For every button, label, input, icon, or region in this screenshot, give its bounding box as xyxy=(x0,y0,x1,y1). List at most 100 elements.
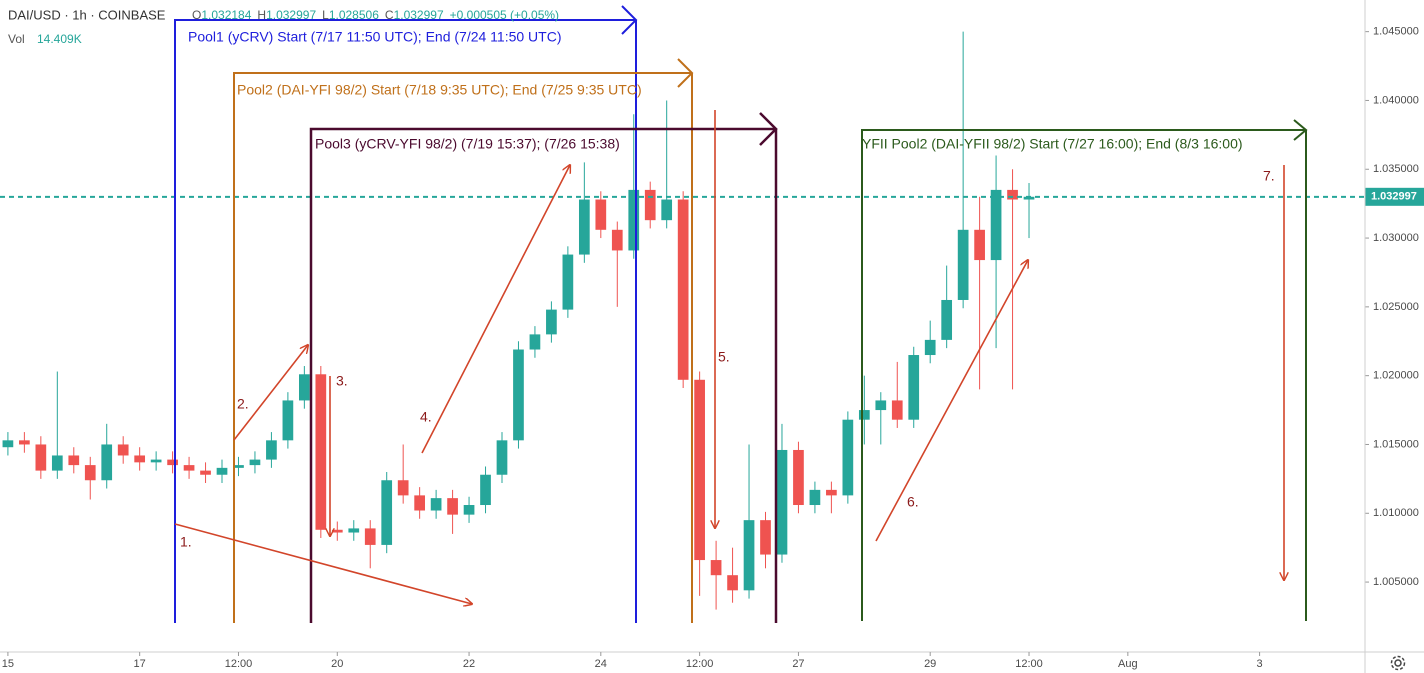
candle-body xyxy=(200,470,211,475)
candle-body xyxy=(661,199,673,221)
candle-body xyxy=(941,299,953,340)
y-tick-label: 1.015000 xyxy=(1373,438,1419,450)
candle-body xyxy=(348,528,360,533)
candle-body xyxy=(183,465,195,471)
marker-label: 4. xyxy=(420,409,432,425)
annotation: Pool2 (DAI-YFI 98/2) Start (7/18 9:35 UT… xyxy=(237,82,642,98)
marker-label: 2. xyxy=(237,396,249,412)
y-tick-label: 1.010000 xyxy=(1373,507,1419,519)
candle-body xyxy=(990,189,1002,261)
last-price-label: 1.032997 xyxy=(1371,191,1417,203)
candle-body xyxy=(1007,189,1018,200)
candles xyxy=(0,31,1365,610)
candle-body xyxy=(101,444,113,481)
marker-label: 1. xyxy=(180,534,192,550)
arrow xyxy=(233,345,308,441)
quote-key: C xyxy=(385,8,394,22)
candle-body xyxy=(282,400,294,441)
x-tick-label: 20 xyxy=(331,658,343,670)
candle-body xyxy=(760,520,771,555)
candle-body xyxy=(611,229,623,251)
candle-body xyxy=(266,440,277,460)
volume-label: Vol xyxy=(8,32,25,46)
quote-value: 1.032184 xyxy=(201,8,251,22)
gear-center xyxy=(1394,659,1402,667)
x-tick-label: 12:00 xyxy=(1015,658,1043,670)
y-tick-label: 1.035000 xyxy=(1373,163,1419,175)
last-price-box xyxy=(1365,187,1424,206)
candle-body xyxy=(974,229,985,261)
candle-body xyxy=(117,444,129,456)
candle-body xyxy=(826,489,837,496)
arrow xyxy=(174,523,472,604)
candle-body xyxy=(150,459,162,463)
candle-body xyxy=(233,465,244,468)
y-tick-label: 1.005000 xyxy=(1373,576,1419,588)
candle-body xyxy=(644,189,656,221)
candle-body xyxy=(397,480,409,496)
yfii-pool2-drawing xyxy=(861,119,1308,621)
candle-body xyxy=(562,254,574,310)
candle-body xyxy=(35,444,47,471)
candle-body xyxy=(19,440,30,445)
y-tick-label: 1.030000 xyxy=(1373,232,1419,244)
candle-body xyxy=(891,400,903,420)
pool1-drawing xyxy=(174,5,638,623)
candle-body xyxy=(463,505,475,515)
candle-body xyxy=(414,495,425,511)
candle-body xyxy=(694,379,705,561)
y-tick-label: 1.045000 xyxy=(1373,26,1419,38)
annotation: Pool1 (yCRV) Start (7/17 11:50 UTC); End… xyxy=(188,29,562,45)
arrow xyxy=(875,260,1028,542)
candle-body xyxy=(2,440,14,448)
quote-key: H xyxy=(257,8,266,22)
candle-body xyxy=(842,419,854,496)
quote-key: O xyxy=(192,8,201,22)
candle-body xyxy=(447,498,458,515)
candle-body xyxy=(84,465,96,481)
x-tick-label: 15 xyxy=(2,658,14,670)
quote-change: +0.000505 (+0.05%) xyxy=(450,8,559,22)
marker-label: 7. xyxy=(1263,168,1275,184)
candle-body xyxy=(595,199,607,230)
candle-body xyxy=(134,455,146,463)
x-tick-label: 12:00 xyxy=(225,658,253,670)
candle-body xyxy=(529,334,541,350)
candle-body xyxy=(743,520,755,591)
candle-body xyxy=(710,560,722,576)
x-tick-label: 29 xyxy=(924,658,936,670)
candle-body xyxy=(628,189,640,251)
candle-body xyxy=(364,528,376,545)
candle-body xyxy=(299,374,310,401)
candle-body xyxy=(430,498,442,511)
candle-body xyxy=(546,309,557,335)
candle-body xyxy=(578,199,590,255)
candle-body xyxy=(793,449,804,506)
quote-value: 1.028506 xyxy=(329,8,379,22)
quote-line: O1.032184 H1.032997 L1.028506 C1.032997 +0.0… xyxy=(192,8,559,22)
arrow xyxy=(421,165,570,454)
candle-body xyxy=(727,575,738,591)
candle-body xyxy=(249,459,261,466)
candle-body xyxy=(315,374,327,530)
x-tick-label: 27 xyxy=(792,658,804,670)
y-axis: 1.005000 1.010000 1.015000 1.020000 1.025000… xyxy=(1365,26,1424,588)
y-tick-label: 1.020000 xyxy=(1373,370,1419,382)
marker-label: 5. xyxy=(718,349,730,365)
candle-body xyxy=(381,480,393,545)
candle-body xyxy=(875,400,887,411)
candle-body xyxy=(677,199,689,380)
candle-body xyxy=(1023,196,1035,200)
settings-button[interactable] xyxy=(1390,655,1406,671)
candle-body xyxy=(776,449,788,555)
candle-body xyxy=(957,229,969,300)
candle-body xyxy=(809,489,821,506)
candle-body xyxy=(51,455,63,471)
x-tick-label: 24 xyxy=(595,658,607,670)
candle-body xyxy=(858,410,870,420)
candle-body xyxy=(216,467,228,475)
x-tick-label: Aug xyxy=(1118,658,1138,670)
candle-body xyxy=(167,459,178,466)
red-arrows xyxy=(174,110,1284,604)
